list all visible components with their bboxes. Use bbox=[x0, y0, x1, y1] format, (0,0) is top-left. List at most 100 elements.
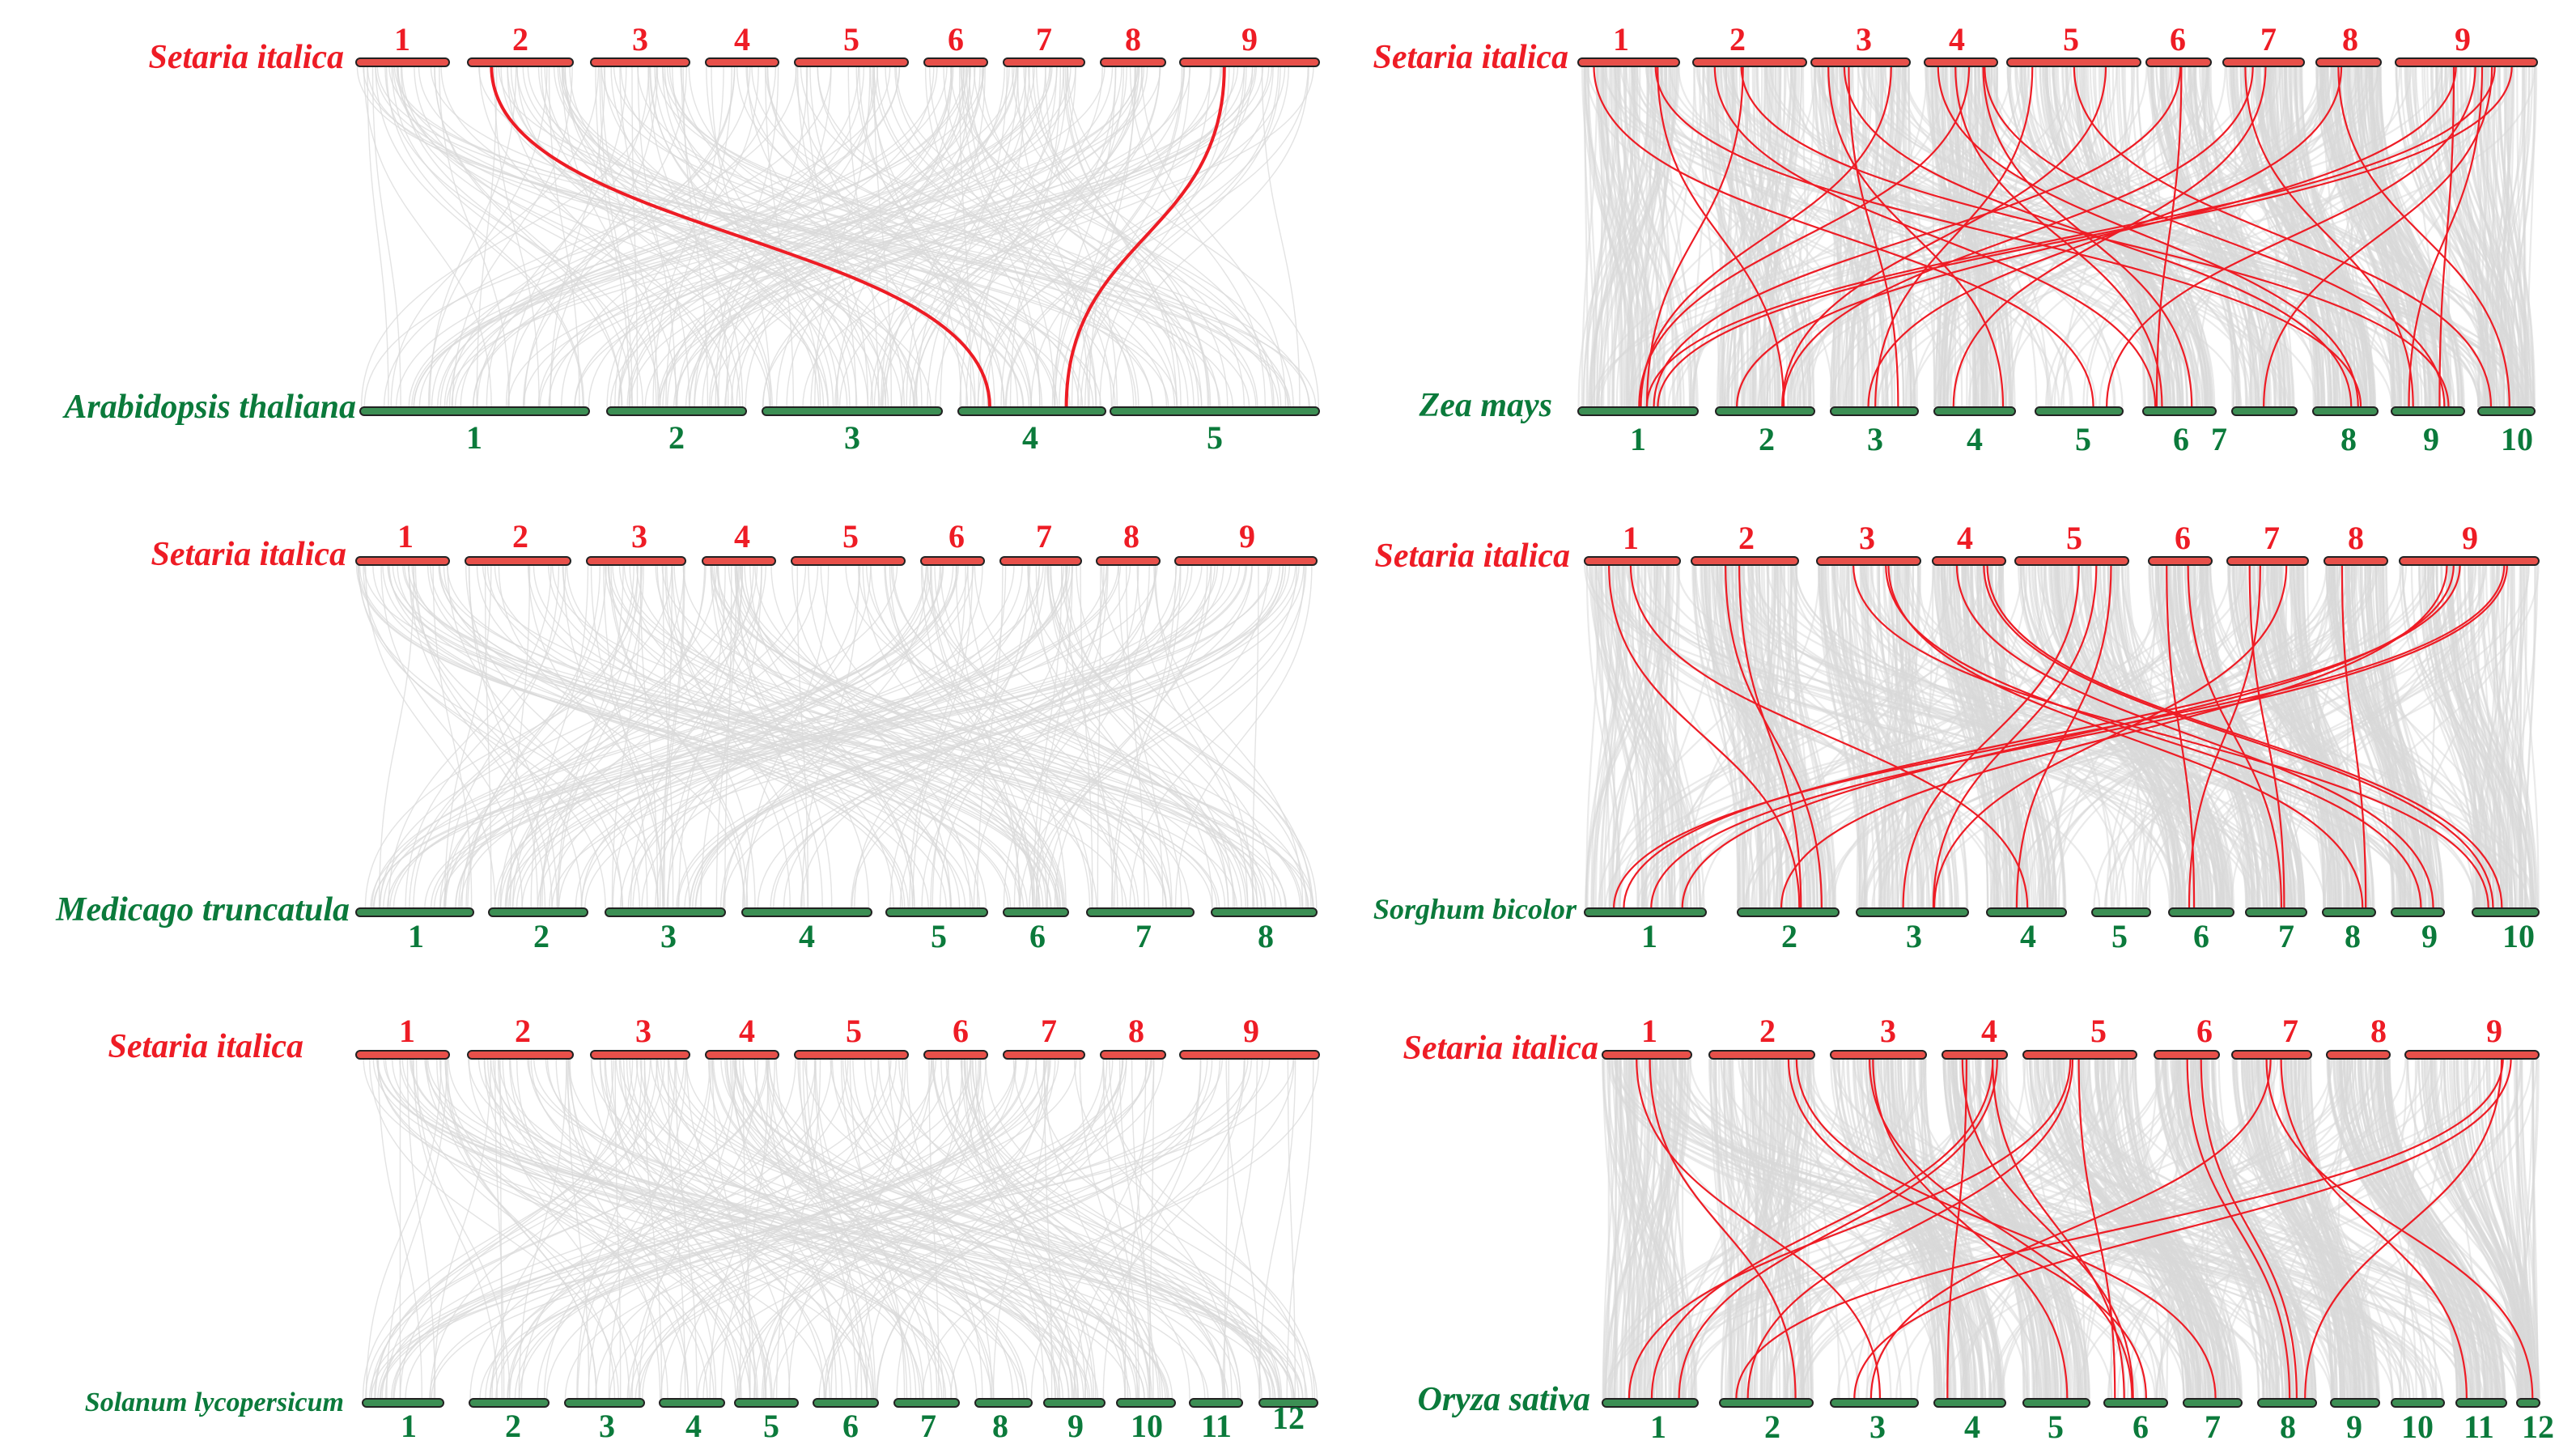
synteny-link bbox=[2197, 1058, 2294, 1400]
synteny-link bbox=[725, 66, 832, 408]
synteny-link bbox=[2432, 564, 2514, 909]
synteny-link bbox=[1612, 1058, 1664, 1400]
synteny-link bbox=[518, 1058, 567, 1400]
synteny-link bbox=[2257, 66, 2364, 408]
synteny-link bbox=[1955, 66, 1980, 408]
synteny-link bbox=[1967, 66, 2397, 408]
synteny-link bbox=[601, 66, 659, 408]
synteny-link bbox=[770, 564, 1305, 909]
synteny-link bbox=[1852, 1058, 2535, 1400]
synteny-link bbox=[2218, 564, 2477, 909]
chromosome-bar bbox=[469, 1398, 550, 1408]
synteny-link bbox=[452, 66, 573, 408]
synteny-link bbox=[631, 1058, 758, 1400]
synteny-link bbox=[963, 1058, 1151, 1400]
chromosome-number: 1 bbox=[397, 518, 414, 555]
synteny-link bbox=[934, 564, 1093, 909]
synteny-link bbox=[1047, 564, 1229, 909]
synteny-link bbox=[1102, 1058, 1306, 1400]
chromosome-bar bbox=[1189, 1398, 1243, 1408]
synteny-link bbox=[365, 1058, 769, 1400]
synteny-link bbox=[393, 1058, 937, 1400]
synteny-link bbox=[2106, 1058, 2192, 1400]
synteny-link bbox=[1608, 564, 1669, 909]
synteny-link bbox=[1080, 564, 1093, 909]
synteny-link bbox=[430, 1058, 658, 1400]
chromosome-number: 4 bbox=[1957, 520, 1973, 556]
bottom-chromosome-numbers: 1 2 3 4 5 6 7 8 9 10 11 12 bbox=[1650, 1409, 2554, 1445]
synteny-link bbox=[1946, 1058, 1967, 1400]
synteny-link bbox=[2349, 1058, 2505, 1400]
synteny-link bbox=[1650, 1058, 1994, 1400]
chromosome-bar bbox=[2091, 907, 2151, 917]
synteny-link bbox=[533, 564, 1061, 909]
chromosome-number: 3 bbox=[1880, 1013, 1896, 1049]
synteny-link bbox=[620, 1058, 1229, 1400]
synteny-link bbox=[1977, 66, 2402, 408]
synteny-link bbox=[920, 564, 1021, 909]
synteny-link bbox=[465, 564, 607, 909]
synteny-link bbox=[754, 564, 1139, 909]
bottom-chromosome-numbers: 1 2 3 4 5 6 7 8 bbox=[408, 918, 1274, 954]
synteny-link bbox=[2460, 66, 2490, 408]
synteny-link bbox=[1653, 66, 2182, 408]
synteny-link bbox=[2257, 66, 2333, 408]
chromosome-bar bbox=[1116, 1398, 1176, 1408]
highlight-links bbox=[1593, 66, 2513, 408]
top-chromosomes bbox=[1577, 57, 2538, 67]
synteny-link bbox=[478, 66, 1250, 408]
synteny-link bbox=[2482, 564, 2497, 909]
synteny-link bbox=[620, 66, 1080, 408]
synteny-link bbox=[1638, 1058, 1689, 1400]
synteny-link bbox=[1721, 564, 1784, 909]
chromosome-number: 1 bbox=[401, 1408, 417, 1444]
synteny-link bbox=[358, 564, 660, 909]
synteny-link bbox=[380, 564, 523, 909]
synteny-link bbox=[392, 1058, 1025, 1400]
synteny-link bbox=[2230, 66, 2367, 408]
synteny-link bbox=[1766, 66, 1794, 408]
synteny-link bbox=[1995, 564, 2262, 909]
chromosome-number: 6 bbox=[953, 1013, 969, 1049]
synteny-link bbox=[2193, 66, 2283, 408]
chromosome-number: 7 bbox=[1036, 21, 1052, 57]
synteny-link bbox=[491, 66, 902, 408]
synteny-link bbox=[577, 1058, 687, 1400]
synteny-link bbox=[680, 66, 1005, 408]
chromosome-number: 2 bbox=[1759, 421, 1775, 457]
synteny-link bbox=[2209, 564, 2396, 909]
synteny-link bbox=[1638, 66, 1971, 408]
synteny-link bbox=[1045, 66, 1118, 408]
synteny-link bbox=[413, 1058, 498, 1400]
chromosome-number: 9 bbox=[1067, 1408, 1084, 1444]
synteny-link bbox=[2368, 66, 2430, 408]
synteny-link bbox=[1725, 66, 1751, 408]
synteny-link bbox=[1640, 66, 1892, 408]
synteny-link bbox=[1851, 564, 2409, 909]
chromosome-bar bbox=[923, 1050, 988, 1060]
chromosome-bar bbox=[1810, 57, 1911, 67]
synteny-link bbox=[1848, 564, 1882, 909]
bottom-species-label: Solanum lycopersicum bbox=[85, 1387, 344, 1417]
bottom-chromosome-numbers: 1 2 3 4 5 6 7 8 9 10 bbox=[1641, 918, 2535, 954]
synteny-link bbox=[1035, 564, 1150, 909]
synteny-link bbox=[549, 564, 932, 909]
synteny-link bbox=[1897, 1058, 1969, 1400]
synteny-link bbox=[2281, 564, 2365, 909]
synteny-link bbox=[2342, 1058, 2425, 1400]
chromosome-number: 3 bbox=[599, 1408, 615, 1444]
chromosome-bar bbox=[1691, 556, 1799, 566]
chromosome-bar bbox=[705, 1050, 779, 1060]
chromosome-number: 8 bbox=[1125, 21, 1141, 57]
synteny-link bbox=[1839, 564, 1882, 909]
synteny-link bbox=[490, 66, 991, 408]
chromosome-bar bbox=[1174, 556, 1318, 566]
synteny-link bbox=[575, 564, 1041, 909]
synteny-link bbox=[2340, 564, 2367, 909]
synteny-link bbox=[1742, 564, 1759, 909]
synteny-link bbox=[2450, 66, 2520, 408]
synteny-link bbox=[2484, 564, 2498, 909]
synteny-link bbox=[1845, 66, 1916, 408]
chromosome-number: 5 bbox=[843, 21, 859, 57]
